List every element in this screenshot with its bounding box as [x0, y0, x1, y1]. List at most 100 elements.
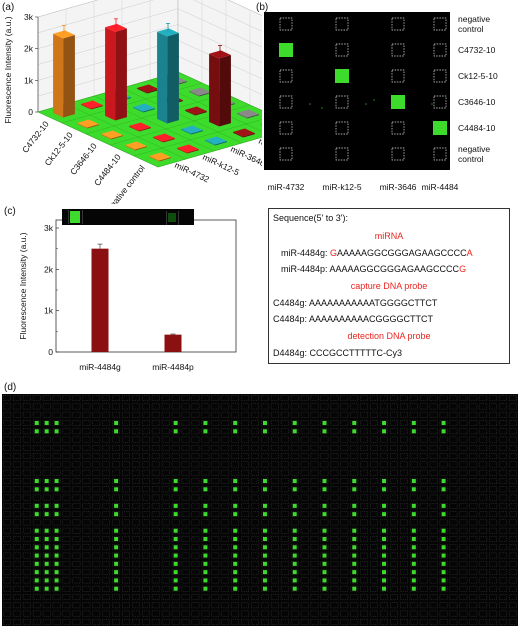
array-spot-on — [391, 95, 405, 109]
bar-face-front — [81, 103, 92, 110]
array-spot — [54, 429, 59, 434]
mir-4484p-name: miR-4484p: — [281, 264, 330, 274]
bar-face-front — [233, 131, 244, 138]
inset-spot-border — [68, 210, 69, 224]
array-spot — [233, 545, 238, 550]
array-spot — [114, 487, 119, 492]
array-spot — [352, 537, 357, 541]
bar-c4484-10-mir-4732 — [125, 141, 147, 151]
array-spot — [292, 578, 297, 583]
array-spot — [382, 553, 387, 558]
bar-face-top — [233, 128, 255, 137]
y-tick-label: 2k — [44, 264, 54, 274]
inset-spot-4484g — [70, 211, 80, 223]
array-spot — [441, 578, 446, 583]
bar-face-front — [153, 136, 164, 143]
array-spot — [382, 537, 387, 541]
array-spot — [382, 528, 387, 533]
array-spot — [233, 487, 238, 492]
array-spot — [382, 479, 387, 483]
y-axis-title: Fluorescence Intensity (a.u.) — [18, 232, 28, 339]
array-spot-empty — [335, 147, 349, 161]
bar-face-front — [185, 109, 196, 116]
bar-c4732-10-mir-k12-5 — [81, 100, 103, 110]
array-spot-empty — [279, 147, 293, 161]
bar-face-top — [181, 125, 203, 134]
array-spot — [44, 586, 49, 591]
array-spot — [203, 578, 208, 583]
array-spot — [322, 561, 327, 566]
array-spot — [233, 586, 238, 591]
bar-c4732-10-mir-4732 — [53, 24, 75, 118]
array-spot — [34, 487, 39, 492]
column-label: miR-4484 — [422, 182, 459, 192]
array-spot — [114, 528, 119, 533]
array-spot — [262, 561, 267, 566]
bar-face-front — [125, 144, 136, 151]
array-spot — [441, 429, 446, 434]
array-speckle — [373, 99, 375, 101]
array-spot — [114, 586, 119, 591]
array-spot-empty — [335, 95, 349, 109]
array-spot — [262, 512, 267, 517]
bar-c3646-10-mir-k12-5 — [129, 122, 151, 132]
array-spot — [441, 570, 446, 575]
array-spot — [441, 479, 446, 483]
bar-face-front — [177, 147, 188, 154]
array-spot — [352, 586, 357, 591]
array-spot — [352, 528, 357, 533]
gridline — [37, 24, 262, 65]
bar-face-front — [101, 133, 112, 140]
array-spot — [233, 578, 238, 583]
mir-4484p-line: miR-4484p: AAAAAGGCGGGAGAAGCCCCG — [281, 265, 466, 274]
array-spot — [173, 586, 178, 591]
bar-face-top — [129, 122, 151, 131]
array-spot — [34, 586, 39, 591]
bar-face-side — [115, 28, 127, 121]
array-speckle — [365, 103, 367, 105]
x-category-label: miR-4484g — [79, 362, 121, 372]
bar-face-top — [125, 141, 147, 150]
array-spot — [411, 421, 416, 425]
bar-face-top — [177, 144, 199, 153]
array-spot — [322, 553, 327, 558]
section-mirna: miRNA — [374, 231, 404, 241]
array-spot — [441, 545, 446, 550]
probe-label: Ck12-5-10 — [42, 130, 74, 168]
array-spot — [114, 512, 119, 517]
array-spot — [411, 479, 416, 483]
mir-4484p-body: AAAAAGGCGGGAGAAGCCCC — [329, 264, 460, 274]
array-spot-empty — [335, 17, 349, 31]
inset-array-strip — [62, 209, 194, 225]
array-spot — [441, 537, 446, 541]
bar-face-top — [149, 152, 171, 161]
array-spot — [382, 512, 387, 517]
array-spot — [382, 503, 387, 508]
array-spot-empty — [279, 69, 293, 83]
inset-spot-4484p — [168, 213, 176, 222]
array-spot — [233, 561, 238, 566]
array-spot — [54, 586, 59, 591]
bar-face-side — [63, 34, 75, 118]
row-label: C3646-10 — [458, 97, 496, 107]
array-spot — [262, 528, 267, 533]
chart-d-array-scan — [2, 394, 518, 626]
array-spot — [44, 528, 49, 533]
array-spot — [382, 561, 387, 566]
array-spot — [411, 561, 416, 566]
array-spot — [441, 503, 446, 508]
array-spot — [34, 503, 39, 508]
row-label-line: control — [458, 154, 484, 164]
y-tick-label: 1k — [24, 75, 34, 85]
array-spot — [352, 578, 357, 583]
bar-face-side — [219, 55, 231, 127]
array-spot — [262, 503, 267, 508]
row-label: negative control — [458, 14, 490, 34]
y-axis-title: Fluorescence Intensity (a.u.) — [3, 16, 13, 123]
bar-ck12-5-10-negative-control — [189, 87, 211, 97]
array-spot — [44, 479, 49, 483]
array-spot — [352, 512, 357, 517]
array-spot — [203, 429, 208, 434]
chart-a-3d-bar: 0 1k 2k 3k Fluorescence Intensity (a.u.) C473… — [3, 0, 262, 204]
bar-face-front — [129, 125, 140, 132]
